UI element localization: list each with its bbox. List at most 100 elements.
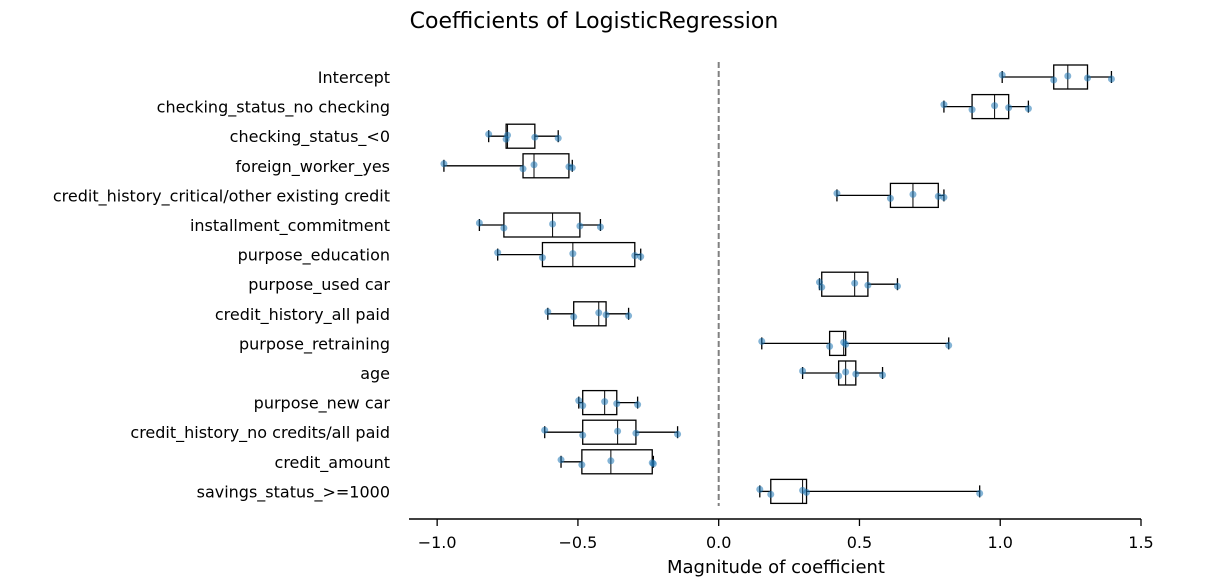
category-label: purpose_used car bbox=[248, 275, 390, 295]
data-point bbox=[940, 101, 948, 109]
x-tick-label: −1.0 bbox=[418, 533, 457, 552]
box-1 bbox=[940, 93, 1032, 120]
box bbox=[821, 271, 869, 297]
data-point bbox=[519, 165, 527, 173]
category-label: checking_status_no checking bbox=[157, 98, 390, 118]
data-point bbox=[649, 460, 657, 468]
category-label: credit_history_critical/other existing c… bbox=[53, 186, 390, 206]
data-point bbox=[851, 279, 859, 287]
data-point bbox=[886, 194, 894, 202]
box-2 bbox=[485, 123, 562, 149]
x-tick-label: 0.0 bbox=[706, 533, 731, 552]
data-point bbox=[674, 430, 682, 438]
data-point bbox=[835, 372, 843, 380]
data-point bbox=[945, 341, 953, 349]
data-point bbox=[767, 490, 775, 498]
category-label: age bbox=[360, 364, 390, 383]
data-point bbox=[602, 311, 610, 319]
box-4 bbox=[833, 182, 948, 209]
data-point bbox=[1064, 72, 1072, 80]
data-point bbox=[852, 370, 860, 378]
data-point bbox=[909, 190, 917, 198]
x-axis-label: Magnitude of coefficient bbox=[667, 557, 885, 578]
box bbox=[541, 241, 636, 268]
category-label: installment_commitment bbox=[190, 216, 390, 236]
x-tick-label: 0.5 bbox=[847, 533, 872, 552]
data-point bbox=[530, 161, 538, 169]
chart-title: Coefficients of LogisticRegression bbox=[410, 9, 779, 34]
box bbox=[971, 93, 1010, 120]
data-point bbox=[1084, 74, 1092, 82]
box-0 bbox=[998, 64, 1115, 90]
data-point bbox=[578, 461, 586, 469]
category-label: purpose_education bbox=[238, 246, 390, 266]
data-point bbox=[634, 401, 642, 409]
data-point bbox=[538, 254, 546, 262]
data-point bbox=[557, 456, 565, 464]
data-point bbox=[968, 106, 976, 114]
data-point bbox=[625, 312, 633, 320]
category-label: credit_history_no credits/all paid bbox=[130, 423, 390, 443]
data-point bbox=[570, 313, 578, 321]
data-point bbox=[976, 489, 984, 497]
data-point bbox=[500, 224, 508, 232]
box-12 bbox=[541, 419, 682, 445]
x-tick-label: −0.5 bbox=[558, 533, 597, 552]
data-point bbox=[826, 342, 834, 350]
data-point bbox=[998, 71, 1006, 79]
category-label: credit_amount bbox=[275, 453, 390, 473]
data-point bbox=[485, 130, 493, 138]
data-point bbox=[799, 367, 807, 375]
data-point bbox=[531, 133, 539, 141]
data-point bbox=[568, 164, 576, 172]
box-9 bbox=[758, 330, 953, 357]
data-point bbox=[579, 431, 587, 439]
data-point bbox=[842, 368, 850, 376]
data-point bbox=[756, 485, 764, 493]
box bbox=[503, 212, 581, 238]
data-point bbox=[614, 427, 622, 435]
data-point bbox=[864, 281, 872, 289]
category-label: checking_status_<0 bbox=[230, 127, 390, 147]
data-point bbox=[504, 131, 512, 139]
box-6 bbox=[494, 241, 645, 268]
data-point bbox=[818, 283, 826, 291]
category-label: purpose_retraining bbox=[239, 334, 390, 354]
data-point bbox=[1050, 76, 1058, 84]
x-tick-label: 1.0 bbox=[988, 533, 1013, 552]
data-point bbox=[637, 253, 645, 261]
data-point bbox=[475, 219, 483, 227]
data-point bbox=[494, 249, 502, 257]
category-label: credit_history_all paid bbox=[215, 305, 390, 325]
data-point bbox=[569, 250, 577, 258]
data-point bbox=[940, 193, 948, 201]
box bbox=[581, 449, 653, 475]
box-10 bbox=[799, 360, 887, 386]
data-point bbox=[758, 337, 766, 345]
box bbox=[582, 419, 637, 445]
data-point bbox=[1005, 104, 1013, 112]
data-point bbox=[934, 192, 942, 200]
data-point bbox=[991, 102, 999, 110]
data-point bbox=[601, 398, 609, 406]
data-point bbox=[595, 309, 603, 317]
box-13 bbox=[557, 449, 657, 475]
category-label: savings_status_>=1000 bbox=[197, 482, 390, 502]
box-3 bbox=[440, 153, 576, 179]
data-point bbox=[833, 189, 841, 197]
box-5 bbox=[475, 212, 604, 238]
x-tick-label: 1.5 bbox=[1128, 533, 1153, 552]
box-8 bbox=[544, 301, 633, 327]
plot-area: −1.0 −0.5 0.0 0.5 1.0 1.5 Intercept checking_st… bbox=[53, 62, 1154, 552]
box bbox=[522, 153, 570, 179]
data-point bbox=[631, 252, 639, 260]
data-point bbox=[632, 429, 640, 437]
box bbox=[582, 389, 618, 416]
data-point bbox=[842, 340, 850, 348]
data-point bbox=[879, 371, 887, 379]
box-7 bbox=[815, 271, 901, 297]
category-label: Intercept bbox=[318, 68, 390, 87]
data-point bbox=[1024, 105, 1032, 113]
data-point bbox=[1107, 75, 1115, 83]
